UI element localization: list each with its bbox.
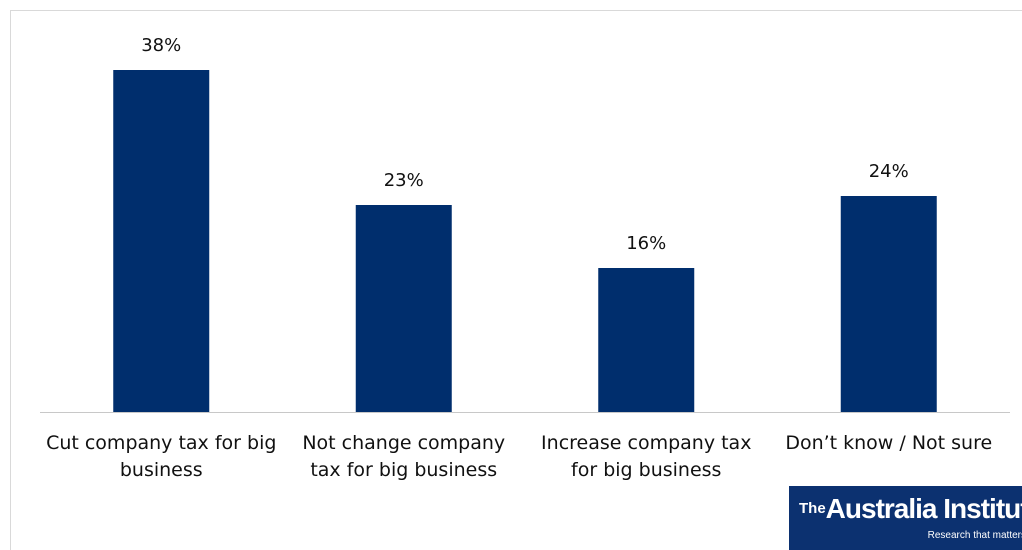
bar [840, 196, 937, 412]
chart-frame [10, 10, 1022, 550]
category-label-line: Cut company tax for big [46, 432, 277, 454]
category-label: Don’t know / Not sure [769, 430, 1009, 457]
bar [113, 70, 210, 412]
value-labels-group: 38% 23% 16% 24% [141, 35, 909, 254]
category-label: Increase company tax for big business [526, 430, 766, 484]
value-label: 24% [869, 161, 909, 182]
value-label: 23% [384, 170, 424, 191]
logo-name: Australia Institute [825, 493, 1022, 524]
bars-group [113, 70, 937, 412]
value-label: 16% [626, 233, 666, 254]
value-label: 38% [141, 35, 181, 56]
logo-wordmark: TheAustralia Institute [799, 492, 1022, 531]
category-label: Cut company tax for big business [41, 430, 281, 484]
category-label-line: Don’t know / Not sure [785, 432, 993, 454]
category-label: Not change company tax for big business [284, 430, 524, 484]
category-label-line: Increase company tax [541, 432, 752, 454]
logo-the: The [799, 500, 826, 517]
category-label-line: tax for big business [310, 459, 498, 481]
category-label-line: for big business [571, 459, 722, 481]
category-label-line: Not change company [302, 432, 506, 454]
bar [355, 205, 452, 412]
logo-tagline: Research that matters [927, 530, 1022, 541]
bar [598, 268, 695, 412]
category-label-line: business [119, 459, 203, 481]
australia-institute-logo: TheAustralia Institute Research that mat… [789, 486, 1022, 550]
